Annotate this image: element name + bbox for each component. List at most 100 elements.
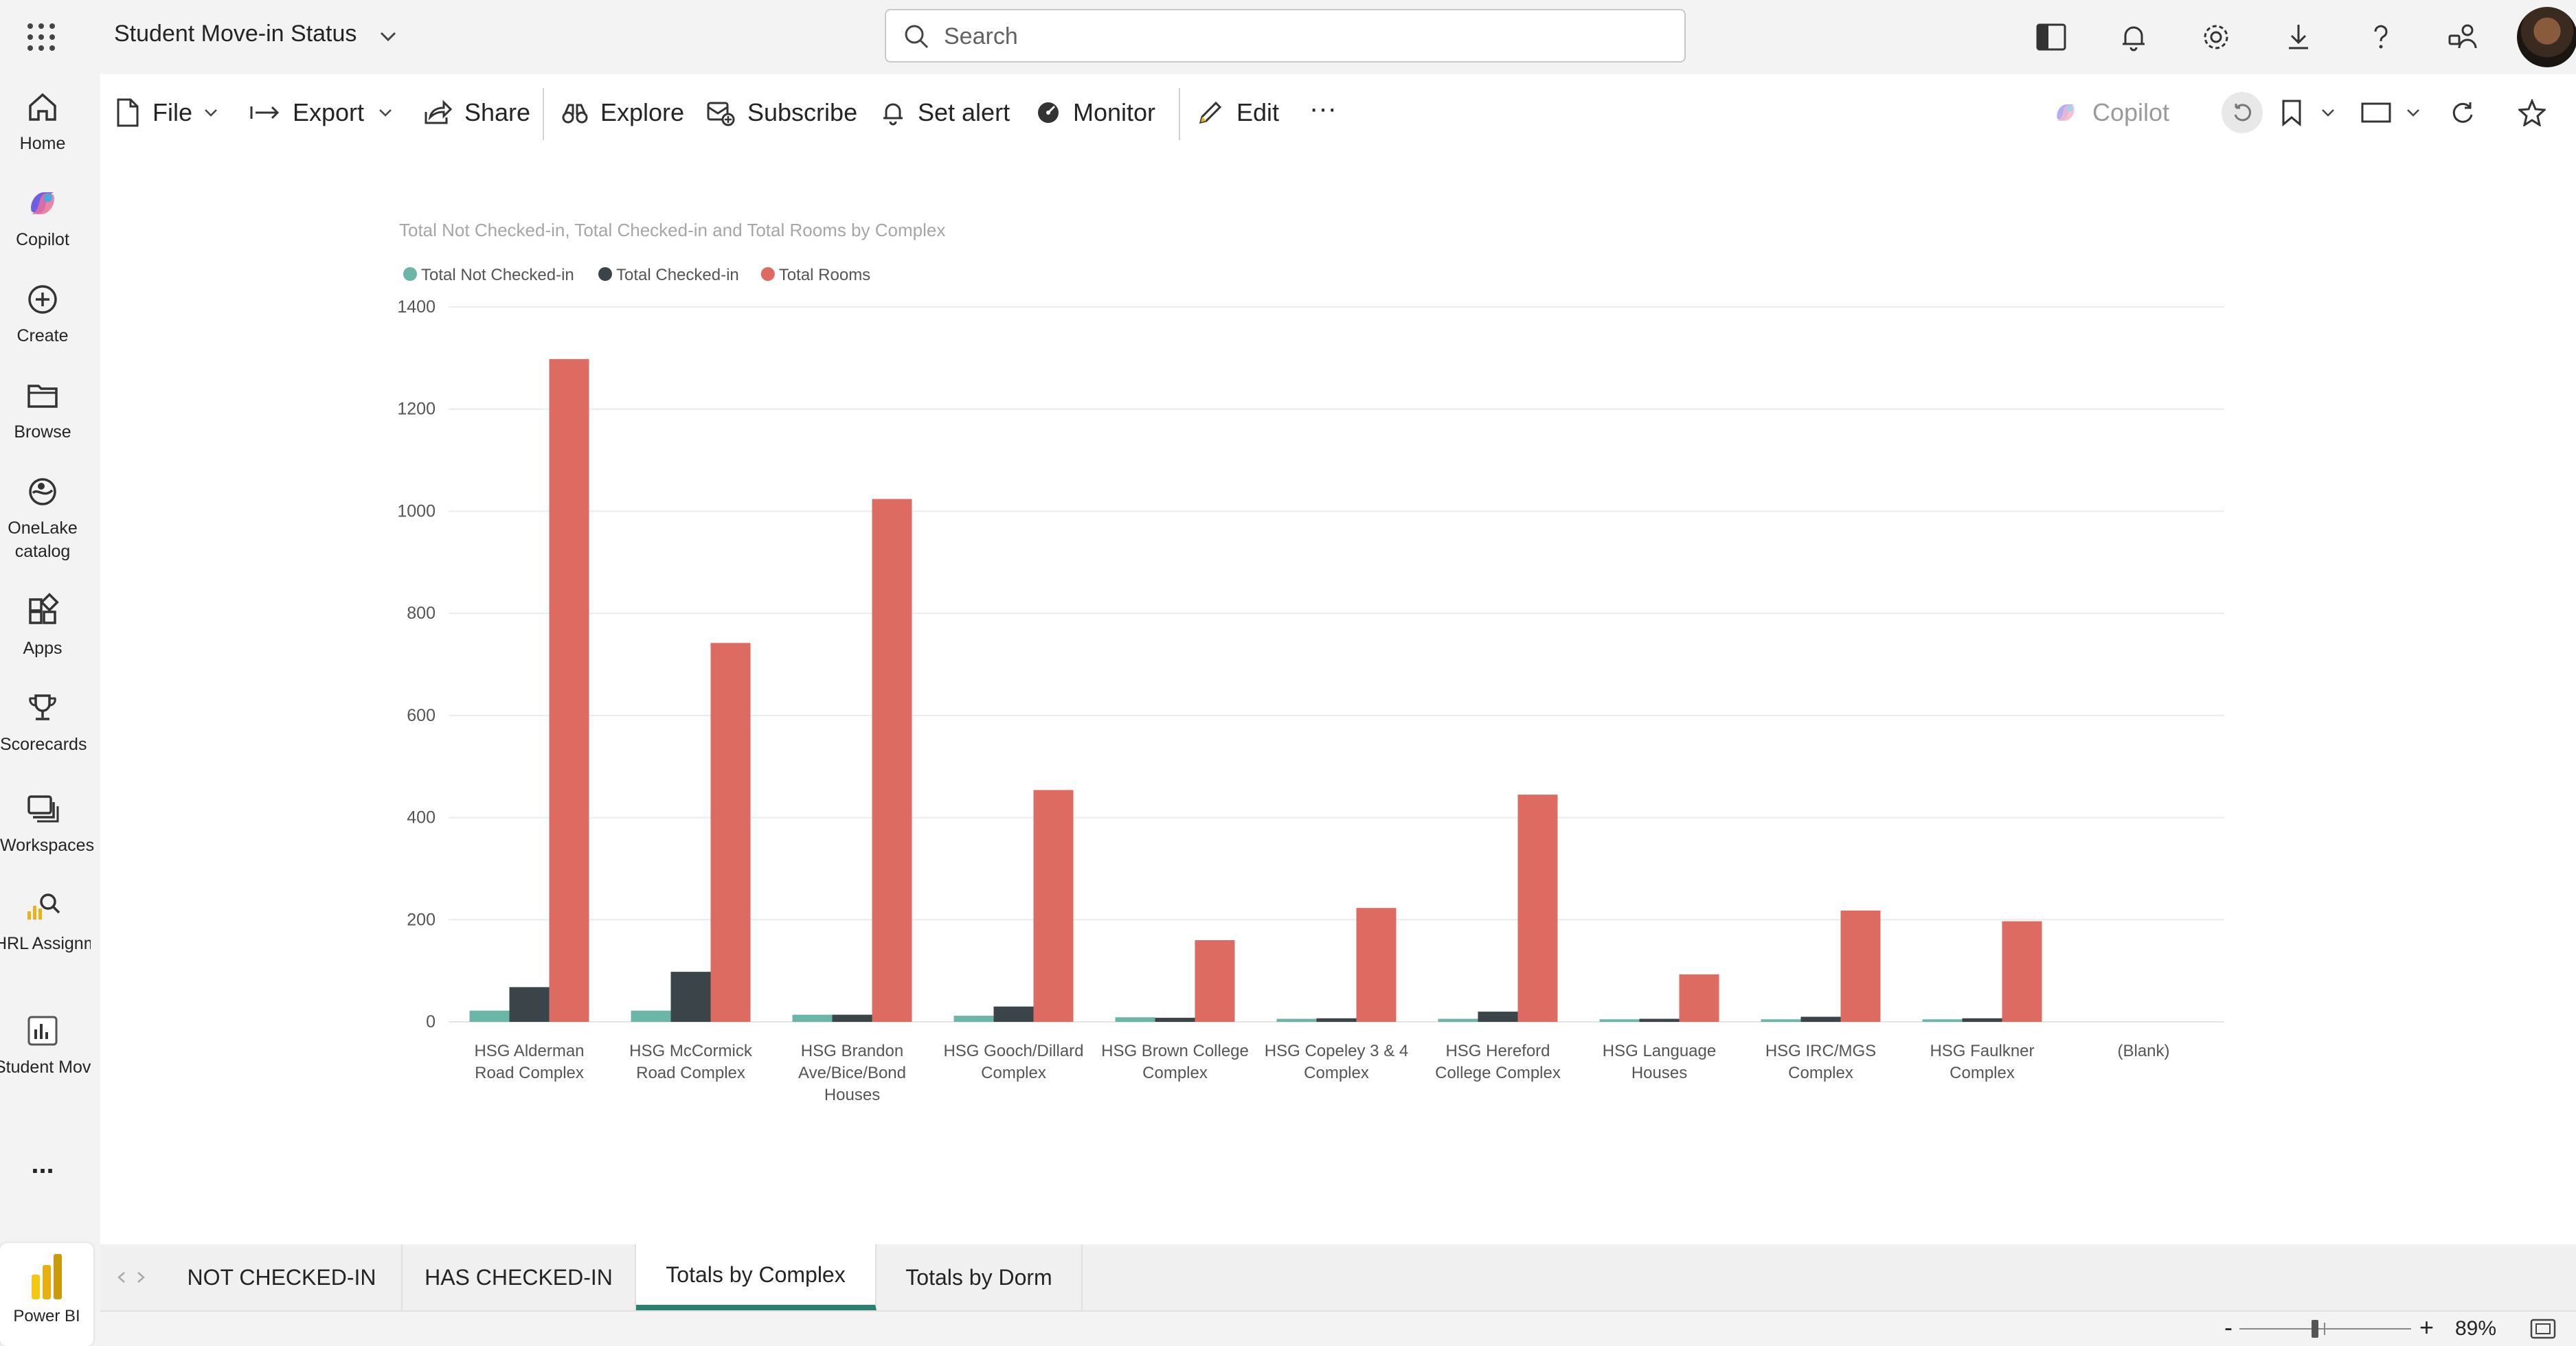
nav-home[interactable]: Home (0, 88, 85, 155)
nav-workspaces-label: Workspaces (0, 836, 95, 855)
copilot-label: Copilot (2092, 98, 2170, 126)
y-tick-label: 800 (407, 604, 436, 623)
legend-label: Total Rooms (779, 266, 870, 284)
nav-copilot-label: Copilot (16, 230, 69, 249)
x-tick-label: HSG Language Houses (1603, 1042, 1716, 1082)
nav-student-movein[interactable]: Student Move-in ... (0, 1012, 91, 1079)
view-button[interactable] (2360, 96, 2422, 129)
x-tick-label: (Blank) (2117, 1042, 2169, 1060)
chart-title: Total Not Checked-in, Total Checked-in a… (399, 220, 945, 240)
power-bi-switcher[interactable]: Power BI (0, 1243, 93, 1346)
zoom-slider[interactable] (2239, 1320, 2411, 1338)
x-tick-label: HSG Gooch/Dillard Complex (943, 1042, 1083, 1082)
help-icon[interactable] (2363, 19, 2399, 55)
bar (1478, 1012, 1518, 1022)
nav-hrl-assignments[interactable]: HRL Assignmen... (0, 888, 91, 955)
nav-browse-label: Browse (14, 422, 71, 442)
chevron-down-icon[interactable] (378, 26, 398, 50)
bar (832, 1014, 872, 1022)
main-content: File Export Share Explore Subscribe Set … (100, 74, 2576, 1346)
power-bi-logo-icon (32, 1254, 62, 1299)
page-scroll-arrows[interactable] (100, 1244, 162, 1310)
x-tick-label: HSG McCormick Road Complex (629, 1042, 753, 1082)
y-tick-label: 1000 (397, 501, 436, 521)
bar (469, 1010, 510, 1022)
gear-icon[interactable] (2198, 19, 2234, 55)
nav-apps[interactable]: Apps (0, 593, 85, 660)
clustered-column-chart[interactable]: Total Not Checked-in, Total Checked-in a… (100, 151, 2576, 1243)
nav-scorecards[interactable]: Scorecards (0, 689, 87, 756)
bar (872, 499, 912, 1022)
x-tick-label-line: HSG IRC/MGS (1765, 1042, 1876, 1060)
monitor-button[interactable]: Monitor (1036, 96, 1155, 129)
more-options-button[interactable]: ··· (1309, 93, 1337, 124)
set-alert-button[interactable]: Set alert (881, 96, 1010, 129)
chevron-left-right-icon (117, 1272, 145, 1283)
x-tick-label-line: Ave/Bice/Bond (798, 1064, 906, 1082)
panel-toggle-icon[interactable] (2033, 19, 2069, 55)
search-box[interactable] (885, 9, 1686, 62)
x-tick-label-line: Road Complex (475, 1064, 584, 1082)
top-bar: Student Move-in Status (0, 0, 2576, 74)
x-tick-label-line: Road Complex (636, 1064, 745, 1082)
tab-not-checked-in[interactable]: NOT CHECKED-IN (162, 1244, 403, 1310)
x-tick-label: HSG Hereford College Complex (1435, 1042, 1561, 1082)
fit-to-page-icon[interactable] (2529, 1317, 2557, 1341)
export-menu-button[interactable]: Export (250, 96, 407, 129)
bell-icon[interactable] (2116, 19, 2151, 55)
nav-copilot[interactable]: Copilot (0, 184, 85, 251)
nav-workspaces[interactable]: Workspaces (0, 790, 94, 857)
nav-apps-label: Apps (23, 639, 63, 658)
create-icon (28, 285, 57, 314)
share-icon (425, 100, 452, 124)
nav-more-button[interactable]: ... (31, 1149, 54, 1179)
avatar[interactable] (2517, 7, 2576, 67)
download-icon[interactable] (2281, 19, 2316, 55)
refresh-button[interactable] (2450, 96, 2488, 129)
search-input[interactable] (942, 19, 1660, 54)
subscribe-button[interactable]: Subscribe (706, 96, 857, 129)
reset-icon[interactable] (2222, 92, 2263, 133)
page-tabs: NOT CHECKED-IN HAS CHECKED-IN Totals by … (100, 1244, 2576, 1310)
refresh-icon (2452, 102, 2473, 123)
x-tick-label: HSG Faulkner Complex (1930, 1042, 2034, 1082)
x-tick-label-line: HSG Gooch/Dillard (943, 1042, 1083, 1060)
star-icon (2518, 99, 2546, 126)
copilot-button[interactable]: Copilot (2051, 96, 2169, 129)
bar (953, 1016, 994, 1022)
subscribe-label: Subscribe (747, 98, 858, 126)
bar (1761, 1019, 1801, 1022)
power-bi-label: Power BI (13, 1307, 80, 1325)
bar (1155, 1018, 1195, 1022)
zoom-out-button[interactable]: - (2224, 1313, 2233, 1341)
x-tick-label: HSG IRC/MGS Complex (1765, 1042, 1876, 1082)
tab-totals-by-complex[interactable]: Totals by Complex (636, 1244, 877, 1310)
favorite-button[interactable] (2518, 96, 2558, 129)
bookmark-button[interactable] (2281, 96, 2337, 129)
nav-create[interactable]: Create (0, 280, 85, 347)
x-tick-label-line: HSG Alderman (474, 1042, 584, 1060)
edit-button[interactable]: Edit (1197, 96, 1279, 129)
share-people-icon[interactable] (2445, 19, 2481, 55)
home-icon (29, 93, 56, 121)
apps-icon (29, 593, 59, 624)
explore-button[interactable]: Explore (562, 96, 684, 129)
nav-browse[interactable]: Browse (0, 376, 85, 444)
x-tick-label: HSG Brown College Complex (1101, 1042, 1249, 1082)
share-button[interactable]: Share (423, 96, 530, 129)
legend-marker (598, 267, 612, 281)
nav-onelake[interactable]: OneLake catalog (0, 472, 85, 563)
zoom-in-button[interactable]: + (2419, 1313, 2434, 1341)
report-title[interactable]: Student Move-in Status (114, 21, 357, 47)
zoom-slider-thumb[interactable] (2312, 1320, 2318, 1338)
app-launcher-icon[interactable] (25, 21, 58, 54)
nav-scorecards-label: Scorecards (0, 735, 87, 754)
legend-marker (760, 267, 775, 281)
bar (710, 643, 751, 1022)
tab-totals-by-dorm[interactable]: Totals by Dorm (877, 1244, 1083, 1310)
bar (631, 1010, 671, 1022)
x-tick-label-line: Complex (1142, 1064, 1208, 1082)
edit-label: Edit (1236, 98, 1280, 126)
file-menu-button[interactable]: File (115, 96, 232, 129)
tab-has-checked-in[interactable]: HAS CHECKED-IN (403, 1244, 636, 1310)
